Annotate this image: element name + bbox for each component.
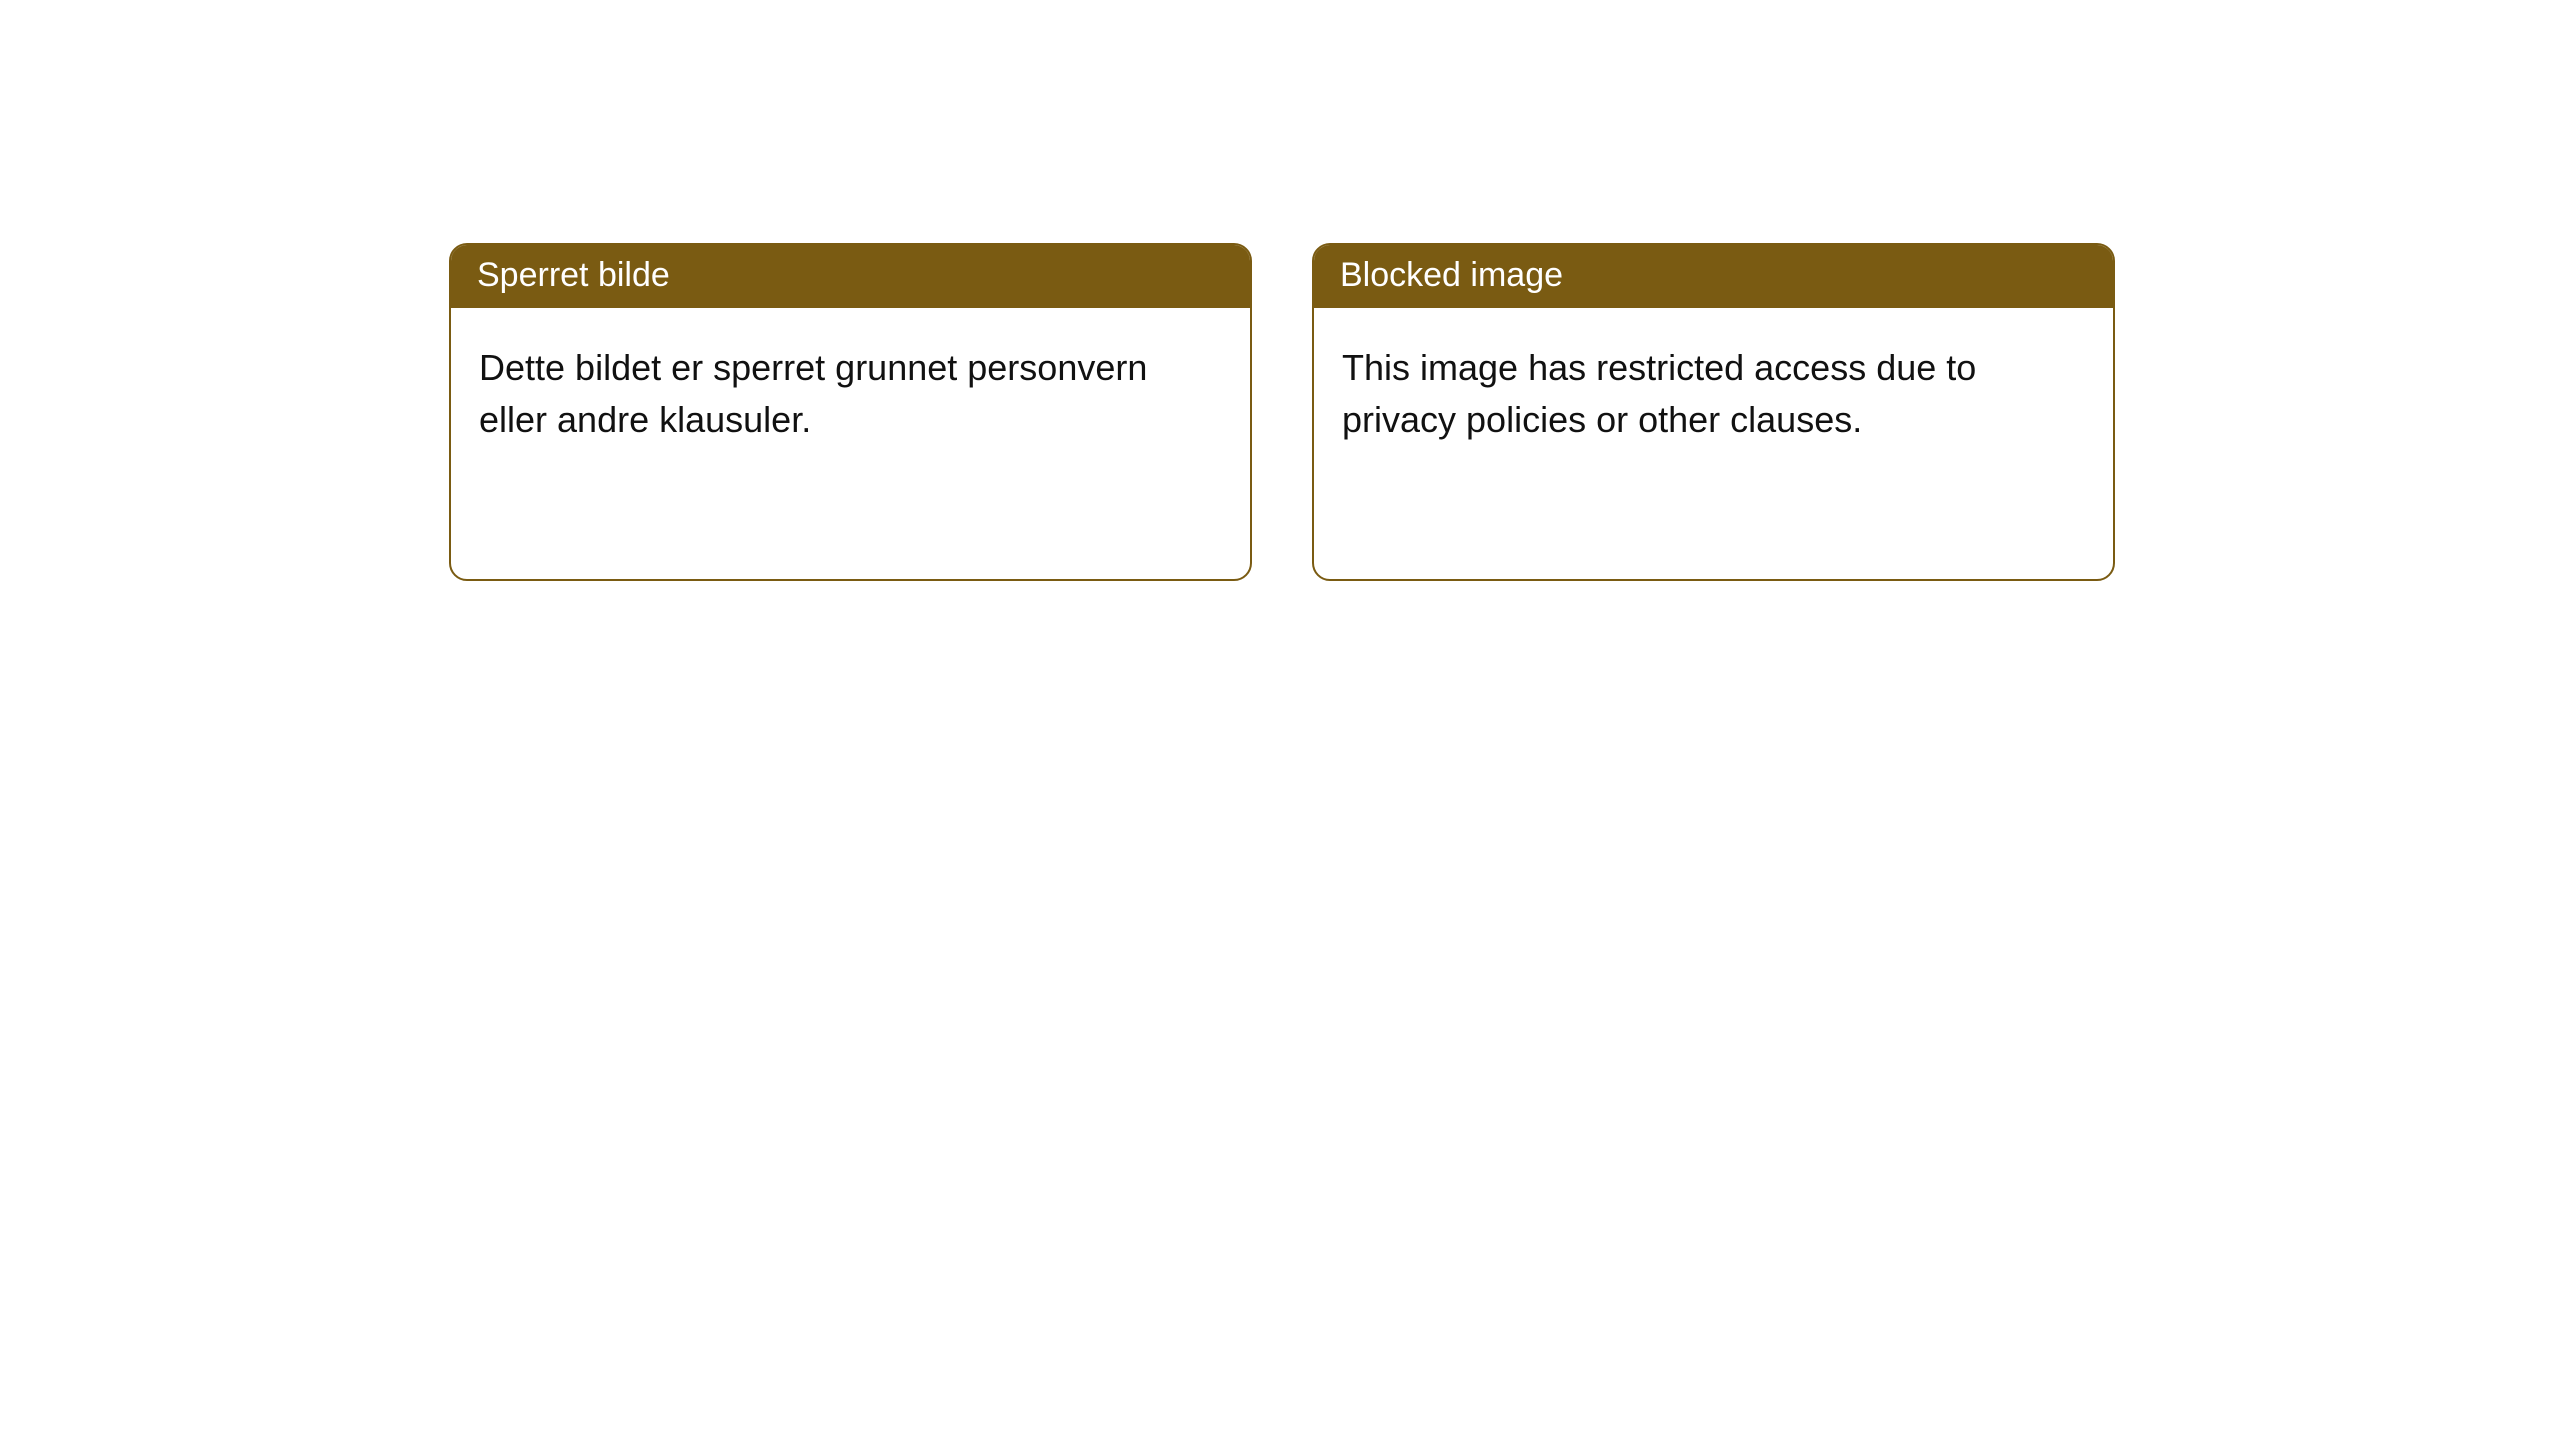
panel-body-text: This image has restricted access due to … (1314, 308, 2113, 446)
blocked-image-panel-no: Sperret bilde Dette bildet er sperret gr… (449, 243, 1252, 581)
panel-title: Sperret bilde (451, 245, 1250, 308)
panel-body-text: Dette bildet er sperret grunnet personve… (451, 308, 1250, 446)
blocked-image-notice-container: Sperret bilde Dette bildet er sperret gr… (0, 0, 2560, 581)
blocked-image-panel-en: Blocked image This image has restricted … (1312, 243, 2115, 581)
panel-title: Blocked image (1314, 245, 2113, 308)
